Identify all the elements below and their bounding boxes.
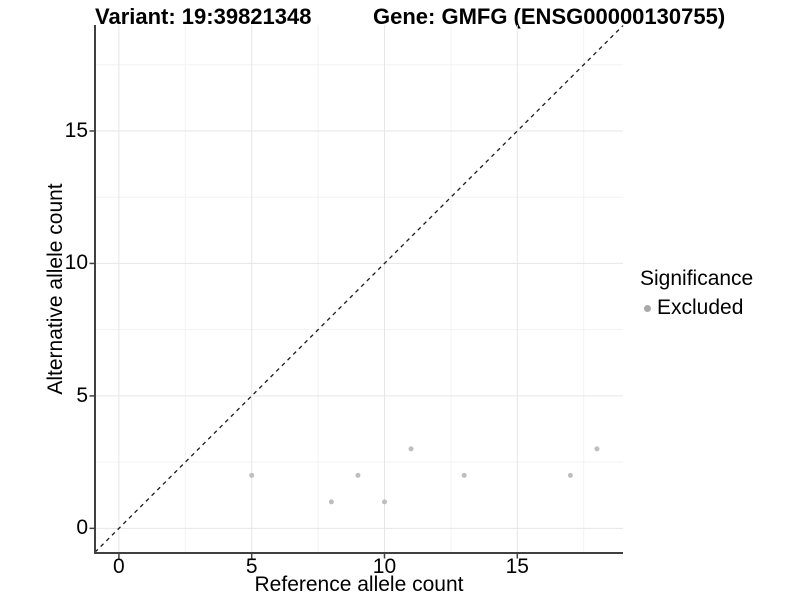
data-point: [567, 472, 573, 478]
data-point: [355, 472, 361, 478]
plot-panel: [89, 25, 624, 559]
y-axis-tick-label: 0: [76, 516, 88, 540]
y-axis-tick-label: 5: [76, 383, 88, 407]
data-point: [408, 446, 414, 452]
data-point: [461, 472, 467, 478]
y-axis-tick-label: 15: [64, 118, 88, 142]
x-axis-tick-label: 15: [505, 555, 529, 578]
legend-item-label: Excluded: [657, 296, 744, 319]
data-point: [594, 446, 600, 452]
gene-title: Gene: GMFG (ENSG00000130755): [373, 4, 726, 29]
x-axis-title: Reference allele count: [254, 573, 464, 596]
x-axis-tick-label: 5: [245, 555, 258, 578]
legend: Significance Excluded: [640, 266, 753, 321]
x-axis-tick-label: 0: [113, 555, 125, 578]
legend-point-icon: [644, 304, 651, 312]
legend-item-excluded: Excluded: [644, 295, 753, 321]
x-axis-tick-label: 10: [372, 555, 397, 578]
data-point: [328, 499, 334, 505]
y-axis-title: Alternative allele count: [44, 183, 67, 395]
variant-title: Variant: 19:39821348: [95, 4, 312, 29]
legend-title: Significance: [640, 267, 754, 290]
data-point: [249, 472, 255, 478]
data-point: [381, 499, 387, 505]
y-axis-tick-label: 10: [64, 251, 88, 275]
plot-canvas: [89, 25, 624, 559]
